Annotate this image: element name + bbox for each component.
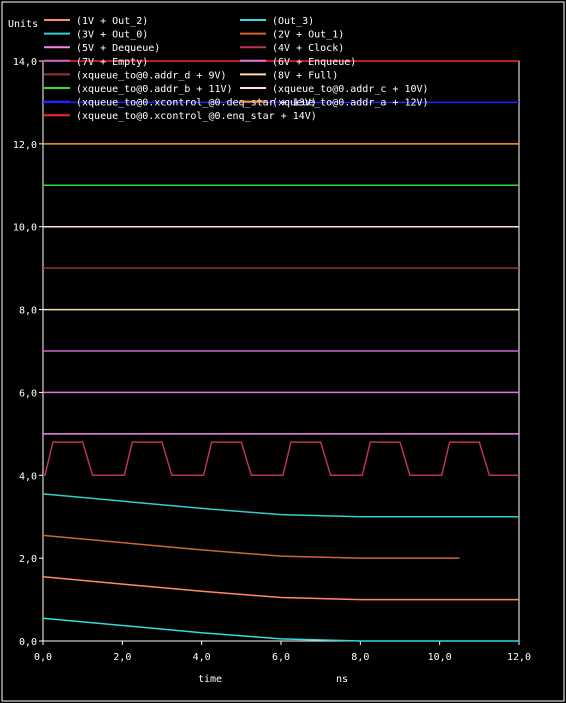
x-tick-label: 12,0 (507, 652, 531, 663)
x-tick-label: 6,0 (272, 652, 290, 663)
y-tick-label: 4,0 (19, 471, 37, 482)
legend-label: (6V + Enqueue) (272, 57, 356, 68)
legend-label: (xqueue_to@0.addr_b + 11V) (76, 84, 233, 95)
y-tick-label: 6,0 (19, 388, 37, 399)
x-tick-label: 2,0 (113, 652, 131, 663)
x-axis-label: time (198, 674, 222, 685)
legend-label: (7V + Empty) (76, 57, 148, 68)
x-tick-label: 4,0 (193, 652, 211, 663)
legend-label: (5V + Dequeue) (76, 43, 160, 54)
legend: (1V + Out_2) (Out_3) (3V + Out_0) (2V + Out… (44, 16, 429, 122)
legend-label: (4V + Clock) (272, 43, 344, 54)
series-line (42, 534, 460, 559)
y-tick-label: 8,0 (19, 306, 37, 317)
axes: 0,0 2,0 4,0 6,0 8,0 10,0 12,0 14,0 0,0 2,0 4,0 6,0 8… (13, 57, 531, 663)
y-tick-label: 14,0 (13, 57, 37, 68)
series-line (42, 617, 519, 642)
legend-label: (Out_3) (272, 16, 314, 27)
x-tick-label: 8,0 (351, 652, 369, 663)
legend-label: (xqueue_to@0.addr_d + 9V) (76, 70, 227, 81)
legend-label: (xqueue_to@0.addr_c + 10V) (272, 84, 429, 95)
legend-label: (xqueue_to@0.addr_a + 12V) (272, 98, 429, 109)
legend-label: (xqueue_to@0.xcontrol_@0.enq_star + 14V) (76, 111, 317, 122)
series-line (42, 576, 519, 601)
series-lines (42, 60, 519, 642)
y-tick-label: 12,0 (13, 140, 37, 151)
legend-label: (xqueue_to@0.xcontrol_@0.deq_star + 13V) (76, 98, 317, 109)
legend-label: (1V + Out_2) (76, 16, 148, 27)
legend-label: (2V + Out_1) (272, 30, 344, 41)
x-tick-label: 10,0 (428, 652, 452, 663)
x-tick-label: 0,0 (34, 652, 52, 663)
legend-label: (8V + Full) (272, 70, 338, 81)
series-line (43, 441, 519, 477)
x-axis-unit: ns (336, 674, 348, 685)
legend-label: (3V + Out_0) (76, 30, 148, 41)
y-axis-label: Units (8, 19, 38, 30)
y-tick-label: 2,0 (19, 554, 37, 565)
y-tick-label: 0,0 (19, 637, 37, 648)
y-tick-label: 10,0 (13, 223, 37, 234)
series-line (42, 493, 519, 518)
